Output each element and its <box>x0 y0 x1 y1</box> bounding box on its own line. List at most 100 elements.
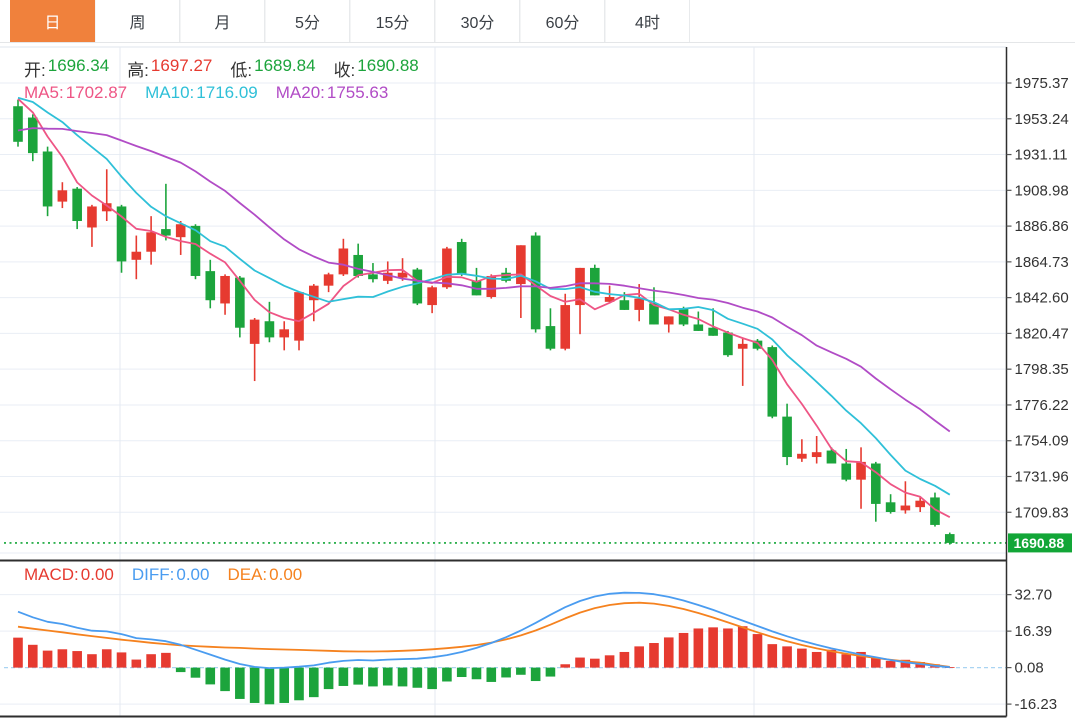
ma5-line <box>17 98 951 518</box>
candle[interactable] <box>205 259 216 309</box>
candle[interactable] <box>175 221 186 255</box>
candle[interactable] <box>353 243 363 278</box>
candle[interactable] <box>42 146 53 217</box>
svg-text:1908.98: 1908.98 <box>1015 182 1069 199</box>
candle[interactable] <box>530 232 541 333</box>
candle[interactable] <box>456 238 467 276</box>
ohlc-item-0: 开: 1696.34 <box>24 56 110 80</box>
svg-text:1820.47: 1820.47 <box>1015 325 1069 342</box>
ma-legend: MA5: 1702.87 MA10: 1716.09 MA20: 1755.63 <box>24 83 388 103</box>
candle[interactable] <box>87 204 97 247</box>
candle[interactable] <box>146 216 156 265</box>
candle[interactable] <box>235 275 245 338</box>
svg-text:1731.96: 1731.96 <box>1015 468 1069 485</box>
candle[interactable] <box>264 301 275 343</box>
ohlc-legend: 开: 1696.34 高: 1697.27 低: 1689.84 收: 1690.88 <box>24 56 419 81</box>
gridlines <box>0 46 1007 717</box>
candle[interactable] <box>841 448 852 482</box>
candle[interactable] <box>693 311 704 331</box>
tab-5min[interactable]: 5分 <box>265 0 350 42</box>
candle[interactable] <box>13 99 23 147</box>
ma20-line <box>17 127 951 433</box>
tab-daily[interactable]: 日 <box>10 0 95 42</box>
candle[interactable] <box>57 182 68 209</box>
candle[interactable] <box>309 284 319 322</box>
candle[interactable] <box>560 293 571 351</box>
candle[interactable] <box>797 439 807 462</box>
tab-monthly[interactable]: 月 <box>180 0 265 42</box>
candle[interactable] <box>131 235 142 280</box>
candle[interactable] <box>767 345 778 419</box>
macd-histogram <box>13 626 955 705</box>
macd-item-2: DEA: 0.00 <box>227 565 303 584</box>
candle[interactable] <box>161 183 171 241</box>
svg-text:32.70: 32.70 <box>1015 587 1053 604</box>
candle[interactable] <box>338 238 349 276</box>
candle[interactable] <box>27 114 38 162</box>
candle[interactable] <box>590 264 600 296</box>
svg-text:1975.37: 1975.37 <box>1015 75 1069 92</box>
candle[interactable] <box>782 403 792 466</box>
ohlc-item-2: 低: 1689.84 <box>230 56 316 80</box>
candle[interactable] <box>915 497 925 512</box>
tab-4hour[interactable]: 4时 <box>605 0 690 42</box>
candle[interactable] <box>663 316 674 333</box>
candle[interactable] <box>72 187 82 230</box>
svg-text:1931.11: 1931.11 <box>1015 147 1068 164</box>
candle[interactable] <box>723 330 733 357</box>
candle[interactable] <box>811 436 822 464</box>
diff-line <box>17 591 950 669</box>
price-axis-labels: 1975.37 1953.24 1931.11 1908.98 1886.86 1864.… <box>1006 75 1069 713</box>
candle[interactable] <box>737 337 748 386</box>
candle[interactable] <box>412 267 423 306</box>
ohlc-item-1: 高: 1697.27 <box>127 56 213 80</box>
candle[interactable] <box>249 318 260 382</box>
tab-30min[interactable]: 30分 <box>435 0 520 42</box>
svg-text:1842.60: 1842.60 <box>1015 290 1069 307</box>
svg-text:1886.86: 1886.86 <box>1015 218 1069 235</box>
svg-text:1798.35: 1798.35 <box>1015 361 1069 378</box>
candle[interactable] <box>427 285 437 314</box>
candle[interactable] <box>708 308 718 336</box>
dea-line <box>17 601 950 668</box>
svg-text:16.39: 16.39 <box>1015 623 1053 640</box>
svg-text:1754.09: 1754.09 <box>1015 433 1069 450</box>
candle[interactable] <box>678 306 689 327</box>
candle[interactable] <box>516 245 526 319</box>
candle[interactable] <box>900 481 911 514</box>
ma10-line <box>17 96 951 496</box>
candle[interactable] <box>885 494 896 514</box>
macd-item-0: MACD: 0.00 <box>24 565 114 584</box>
candle[interactable] <box>545 308 556 351</box>
svg-text:1953.24: 1953.24 <box>1015 111 1069 128</box>
candle[interactable] <box>944 532 955 545</box>
candle[interactable] <box>634 284 644 322</box>
tab-60min[interactable]: 60分 <box>520 0 605 42</box>
ma-item-2: MA20: 1755.63 <box>275 83 389 102</box>
candle[interactable] <box>826 447 837 464</box>
ma-item-0: MA5: 1702.87 <box>24 83 128 102</box>
ohlc-item-3: 收: 1690.88 <box>333 56 419 80</box>
candle[interactable] <box>382 261 393 285</box>
macd-item-1: DIFF: 0.00 <box>131 565 210 584</box>
candle[interactable] <box>101 169 112 222</box>
tab-weekly[interactable]: 周 <box>95 0 180 42</box>
svg-text:-16.23: -16.23 <box>1015 696 1058 713</box>
svg-text:1864.73: 1864.73 <box>1015 254 1069 271</box>
svg-text:1709.83: 1709.83 <box>1015 504 1069 521</box>
svg-text:1776.22: 1776.22 <box>1015 397 1069 414</box>
candle[interactable] <box>190 224 201 280</box>
candle[interactable] <box>442 246 452 289</box>
svg-text:0.08: 0.08 <box>1015 660 1044 677</box>
candle[interactable] <box>752 339 763 351</box>
candle[interactable] <box>856 447 866 509</box>
tab-15min[interactable]: 15分 <box>350 0 435 42</box>
candle[interactable] <box>220 274 230 315</box>
candle[interactable] <box>323 272 334 293</box>
last-price-tag: 1690.88 <box>1008 533 1072 553</box>
candle[interactable] <box>279 321 290 351</box>
candlestick-series[interactable] <box>13 99 955 545</box>
ma-item-1: MA10: 1716.09 <box>145 83 258 102</box>
